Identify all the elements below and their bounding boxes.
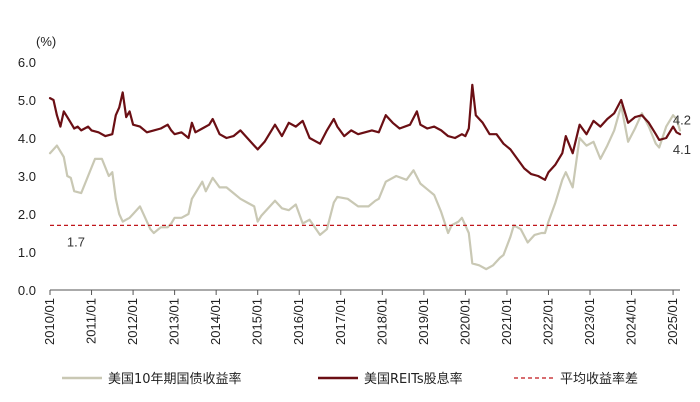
x-tick-label: 2022/01 bbox=[541, 298, 556, 345]
y-tick-label: 1.0 bbox=[18, 245, 36, 260]
y-axis-ticks: 0.0 1.0 2.0 3.0 4.0 5.0 6.0 bbox=[18, 55, 36, 298]
y-tick-label: 0.0 bbox=[18, 283, 36, 298]
y-tick-label: 5.0 bbox=[18, 93, 36, 108]
x-tick-label: 2015/01 bbox=[250, 298, 265, 345]
x-tick-label: 2017/01 bbox=[333, 298, 348, 345]
series-line-2 bbox=[48, 83, 682, 181]
y-tick-label: 2.0 bbox=[18, 207, 36, 222]
legend-label-2: 美国REITs股息率 bbox=[364, 371, 463, 387]
x-tick-label: 2025/01 bbox=[665, 298, 680, 345]
x-tick-label: 2018/01 bbox=[374, 298, 389, 345]
x-tick-label: 2016/01 bbox=[291, 298, 306, 345]
y-axis-label: (%) bbox=[36, 34, 56, 49]
data-label: 1.7 bbox=[67, 234, 85, 249]
data-label: 4.1 bbox=[673, 142, 691, 157]
x-tick-label: 2011/01 bbox=[84, 298, 99, 344]
x-tick-label: 2019/01 bbox=[416, 298, 431, 345]
legend-label-1: 美国10年期国债收益率 bbox=[108, 371, 242, 387]
x-tick-label: 2010/01 bbox=[42, 298, 57, 345]
x-tick-label: 2012/01 bbox=[125, 298, 140, 345]
x-tick-label: 2024/01 bbox=[624, 298, 639, 345]
x-tick-label: 2020/01 bbox=[457, 298, 472, 345]
x-tick-label: 2023/01 bbox=[582, 298, 597, 345]
y-tick-label: 6.0 bbox=[18, 55, 36, 70]
annotations: 4.2 4.1 1.7 bbox=[67, 112, 691, 249]
x-tick-label: 2014/01 bbox=[208, 298, 223, 345]
legend-label-3: 平均收益率差 bbox=[560, 371, 638, 387]
data-label: 4.2 bbox=[673, 112, 691, 127]
series-line-1 bbox=[48, 104, 682, 271]
x-tick-label: 2021/01 bbox=[499, 298, 514, 345]
y-tick-label: 4.0 bbox=[18, 131, 36, 146]
series-layer bbox=[48, 83, 682, 271]
legend: 美国10年期国债收益率 美国REITs股息率 平均收益率差 bbox=[62, 371, 638, 387]
x-tick-label: 2013/01 bbox=[167, 298, 182, 345]
y-tick-label: 3.0 bbox=[18, 169, 36, 184]
x-axis-ticks: 2010/01 2011/01 2012/01 2013/01 2014/01 2015/… bbox=[42, 290, 680, 345]
